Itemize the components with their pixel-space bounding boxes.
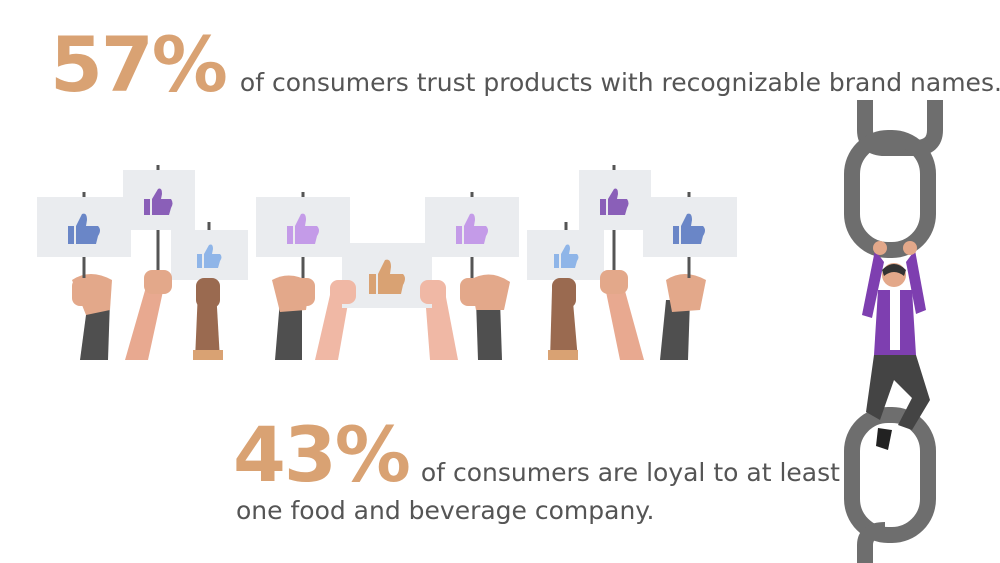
stat-trust-percent: 57%: [50, 20, 228, 109]
chain-person-illustration: [844, 100, 943, 563]
thumbs-up-icons: [68, 188, 705, 294]
stat-loyalty-text-line2: one food and beverage company.: [236, 496, 655, 525]
stat-trust-text: of consumers trust products with recogni…: [239, 68, 1000, 97]
thumbs-up-icon: [369, 259, 405, 294]
hands: [72, 270, 702, 308]
stat-trust: 57% of consumers trust products with rec…: [50, 20, 1000, 110]
thumbs-up-crowd-illustration: [37, 165, 737, 360]
person: [862, 241, 930, 450]
thumbs-up-icon: [68, 213, 100, 244]
thumbs-up-icon: [456, 213, 488, 244]
thumbs-up-icon: [600, 188, 629, 215]
stat-loyalty-text-line1: of consumers are loyal to at least: [420, 458, 840, 487]
thumbs-up-icon: [673, 213, 705, 244]
chain-links: [844, 100, 943, 563]
thumbs-up-icon: [197, 244, 222, 268]
signs: [37, 170, 737, 308]
stat-loyalty-percent: 43%: [233, 410, 411, 499]
thumbs-up-icon: [554, 244, 579, 268]
thumbs-up-icon: [287, 213, 319, 244]
thumbs-up-icon: [144, 188, 173, 215]
stat-loyalty: 43% of consumers are loyal to at least: [233, 410, 840, 500]
